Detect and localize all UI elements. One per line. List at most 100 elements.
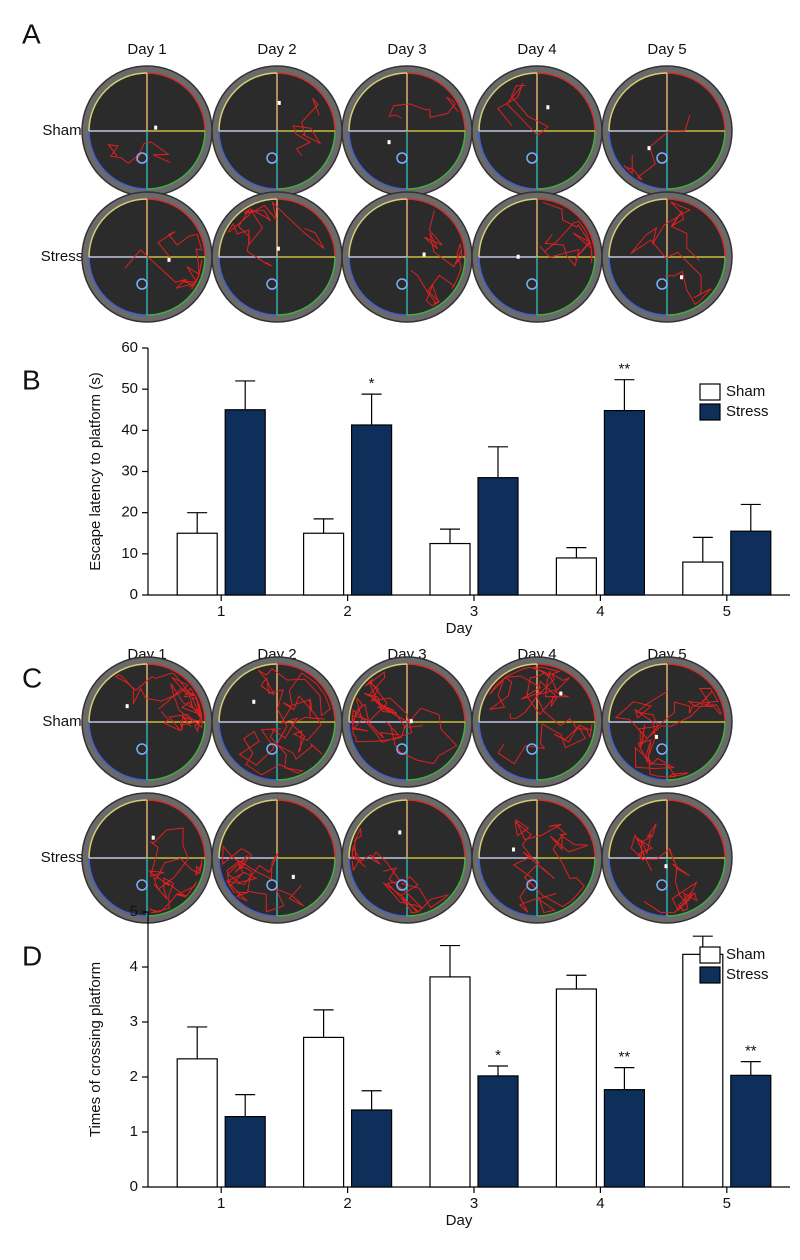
panel-label: A <box>22 18 41 49</box>
quadrant-arc <box>666 799 726 859</box>
quadrant-arc <box>406 799 466 859</box>
quadrant-arc <box>406 130 466 190</box>
quadrant-arc <box>478 198 538 258</box>
quadrant-arc <box>666 256 726 316</box>
quadrant-arc <box>276 663 336 723</box>
quadrant-arc <box>478 721 538 781</box>
quadrant-arc <box>536 256 596 316</box>
y-tick-label: 40 <box>121 421 138 438</box>
bar <box>176 1058 218 1188</box>
x-tick-label: 5 <box>723 1195 731 1212</box>
start-marker <box>546 105 550 110</box>
start-marker <box>154 125 158 130</box>
quadrant-arc <box>348 198 408 258</box>
bar <box>429 976 471 1188</box>
bar <box>730 530 772 596</box>
y-tick-label: 30 <box>121 462 138 479</box>
quadrant-arc <box>88 130 148 190</box>
platform <box>656 152 668 164</box>
start-marker <box>422 252 426 257</box>
quadrant-arc <box>478 799 538 859</box>
y-tick-label: 10 <box>121 545 138 562</box>
swim-path <box>497 82 549 137</box>
bar <box>351 424 393 596</box>
quadrant-arc <box>146 799 206 859</box>
x-tick-label: 4 <box>596 603 604 620</box>
quadrant-arc <box>218 72 278 132</box>
day-label: Day 5 <box>647 41 686 58</box>
significance: ** <box>619 1049 631 1066</box>
start-marker <box>664 864 668 869</box>
bar <box>224 409 266 596</box>
platform <box>396 743 408 755</box>
start-marker <box>125 704 129 709</box>
platform <box>656 743 668 755</box>
start-marker <box>647 146 651 151</box>
quadrant-arc <box>478 857 538 917</box>
quadrant-arc <box>88 72 148 132</box>
x-tick-label: 5 <box>723 603 731 620</box>
day-label: Day 2 <box>257 41 296 58</box>
quadrant-arc <box>146 857 206 917</box>
bar <box>303 1036 345 1188</box>
quadrant-arc <box>146 663 206 723</box>
quadrant-arc <box>666 198 726 258</box>
significance: * <box>495 1047 501 1064</box>
significance: ** <box>619 361 631 378</box>
quadrant-arc <box>536 72 596 132</box>
bar <box>682 953 724 1188</box>
quadrant-arc <box>536 799 596 859</box>
group-label: Stress <box>41 849 84 866</box>
x-tick-label: 3 <box>470 603 478 620</box>
swim-path <box>614 687 723 778</box>
quadrant-arc <box>666 721 726 781</box>
swim-path <box>147 827 203 914</box>
swim-path <box>539 201 593 267</box>
swim-path <box>226 200 325 267</box>
swim-path <box>630 201 712 306</box>
start-marker <box>387 140 391 145</box>
start-marker <box>559 691 563 696</box>
start-marker <box>654 734 658 739</box>
quadrant-arc <box>146 256 206 316</box>
quadrant-arc <box>218 799 278 859</box>
quadrant-arc <box>88 721 148 781</box>
platform <box>526 879 538 891</box>
quadrant-arc <box>536 721 596 781</box>
quadrant-arc <box>88 663 148 723</box>
platform <box>526 743 538 755</box>
legend-swatch <box>699 403 721 421</box>
panel-label: C <box>22 662 42 693</box>
y-tick-label: 5 <box>130 903 138 920</box>
quadrant-arc <box>608 857 668 917</box>
quadrant-arc <box>478 72 538 132</box>
platform <box>396 152 408 164</box>
start-marker <box>512 847 516 852</box>
quadrant-arc <box>536 663 596 723</box>
swim-path <box>221 845 305 913</box>
swim-path <box>630 823 698 914</box>
start-marker <box>516 254 520 259</box>
quadrant-arc <box>608 72 668 132</box>
quadrant-arc <box>348 663 408 723</box>
quadrant-arc <box>218 721 278 781</box>
group-label: Sham <box>42 122 81 139</box>
start-marker <box>680 275 684 280</box>
swim-path <box>351 828 450 914</box>
y-tick-label: 0 <box>130 586 138 603</box>
quadrant-arc <box>218 130 278 190</box>
quadrant-arc <box>666 663 726 723</box>
quadrant-arc <box>348 721 408 781</box>
significance: ** <box>745 1043 757 1060</box>
quadrant-arc <box>348 72 408 132</box>
legend-label: Sham <box>726 946 765 963</box>
start-marker <box>277 100 281 105</box>
quadrant-arc <box>218 256 278 316</box>
quadrant-arc <box>406 663 466 723</box>
legend-swatch <box>699 946 721 964</box>
quadrant-arc <box>146 721 206 781</box>
y-tick-label: 0 <box>130 1178 138 1195</box>
swim-path <box>292 97 322 156</box>
quadrant-arc <box>348 857 408 917</box>
